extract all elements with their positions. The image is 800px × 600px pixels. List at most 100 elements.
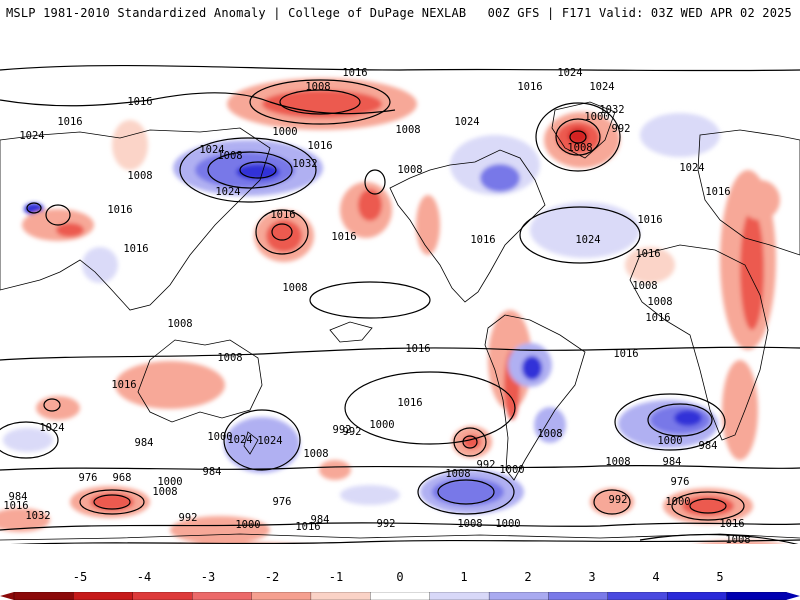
isobar-label: 1016 — [270, 209, 295, 221]
model-run-info: 00Z GFS | F171 Valid: 03Z WED APR 02 202… — [487, 6, 792, 20]
isobar-label: 1008 — [127, 170, 152, 182]
colorbar-tick-label: -1 — [328, 570, 344, 584]
isobar-label: 1000 — [157, 476, 182, 488]
isobar — [45, 204, 71, 226]
isobar-label: 992 — [477, 459, 496, 471]
isobar — [417, 469, 515, 515]
isobar — [0, 522, 800, 531]
isobar-label: 1008 — [152, 486, 177, 498]
isobar-label: 992 — [612, 123, 631, 135]
colorbar-segment — [488, 592, 550, 600]
colorbar-segment — [429, 592, 490, 600]
isobar — [462, 435, 478, 449]
isobar-label: 1016 — [397, 397, 422, 409]
coastline-australia — [137, 339, 263, 423]
isobar — [519, 206, 641, 264]
anomaly-blob — [115, 361, 225, 409]
coastlines — [0, 101, 800, 541]
anomaly-blob — [416, 195, 440, 255]
isobar-label: 1008 — [303, 448, 328, 460]
isobar-label: 992 — [179, 512, 198, 524]
anomaly-blob — [358, 189, 382, 221]
colorbar — [0, 592, 800, 600]
isobar — [179, 137, 317, 203]
coastline-europe — [697, 129, 800, 256]
isobar — [207, 151, 293, 189]
colorbar-tick-label: -5 — [72, 570, 88, 584]
isobar-label: 976 — [671, 476, 690, 488]
colorbar-segment — [548, 592, 609, 600]
isobar-label: 1000 — [272, 126, 297, 138]
isobar — [93, 494, 131, 510]
isobar-label: 1016 — [719, 518, 744, 530]
isobar-label: 992 — [333, 424, 352, 436]
isobar-label: 1024 — [454, 116, 479, 128]
isobar-label: 1008 — [305, 81, 330, 93]
coastline-north-america — [389, 149, 546, 303]
isobar-label: 1016 — [635, 248, 660, 260]
isobar-label: 1024 — [257, 435, 282, 447]
isobar-label: 1016 — [405, 343, 430, 355]
isobar-label: 984 — [9, 491, 28, 503]
isobar-label: 1008 — [397, 164, 422, 176]
isobar — [647, 403, 713, 437]
isobar-label: 1016 — [127, 96, 152, 108]
isobar — [614, 393, 726, 451]
anomaly-blob — [640, 113, 720, 157]
colorbar-tick-label: 5 — [716, 570, 724, 584]
colorbar-tick-label: 3 — [588, 570, 596, 584]
colorbar-max-arrow — [786, 592, 800, 600]
isobar-label: 1024 — [575, 234, 600, 246]
anomaly-blob — [740, 180, 780, 220]
anomaly-blob — [432, 478, 504, 506]
isobar — [453, 427, 487, 457]
isobar — [309, 281, 431, 319]
anomaly-blob — [36, 396, 80, 420]
isobar — [10, 539, 800, 544]
anomaly-blob — [740, 210, 764, 330]
isobar-label: 1016 — [517, 81, 542, 93]
anomaly-blob — [224, 417, 300, 473]
anomaly-blob — [625, 247, 675, 283]
colorbar-segment — [370, 592, 431, 600]
colorbar-segment — [251, 592, 312, 600]
anomaly-blob — [56, 223, 84, 237]
isobar-label: 992 — [377, 518, 396, 530]
coastline-africa — [629, 244, 769, 441]
isobar-label: 1008 — [605, 456, 630, 468]
isobar-label: 976 — [273, 496, 292, 508]
isobar-label: 1016 — [613, 348, 638, 360]
isobar-label: 1008 — [725, 534, 750, 544]
isobar-label: 1000 — [495, 518, 520, 530]
anomaly-blob — [340, 485, 400, 505]
isobar-label: 1016 — [470, 234, 495, 246]
isobar-label: 1032 — [25, 510, 50, 522]
isobar — [437, 479, 495, 505]
coastline-eurasia — [0, 127, 271, 311]
isobar-label: 1008 — [217, 150, 242, 162]
isobar-label: 1024 — [199, 144, 224, 156]
anomaly-blob — [674, 410, 702, 426]
isobar — [249, 79, 391, 125]
isobar-label: 1000 — [657, 435, 682, 447]
anomaly-blob — [82, 247, 118, 283]
colorbar-segment — [726, 592, 787, 600]
isobar — [0, 421, 59, 459]
isobar-label: 1016 — [342, 67, 367, 79]
map-title: MSLP 1981-2010 Standardized Anomaly | Co… — [6, 6, 467, 20]
colorbar-segment — [73, 592, 134, 600]
isobar-label: 976 — [79, 472, 98, 484]
isobar-label: 1024 — [557, 67, 582, 79]
isobar — [26, 202, 42, 214]
isobar — [0, 92, 396, 115]
isobar — [569, 130, 587, 144]
isobar-label: 1008 — [445, 468, 470, 480]
isobar-label: 984 — [699, 440, 718, 452]
isobar-label: 1008 — [567, 142, 592, 154]
isobar-label: 1024 — [679, 162, 704, 174]
isobar-label: 1016 — [645, 312, 670, 324]
isobar — [0, 346, 800, 361]
isobar-label: 1000 — [584, 111, 609, 123]
isobar-label: 1016 — [3, 500, 28, 512]
colorbar-tick-label: -2 — [264, 570, 280, 584]
